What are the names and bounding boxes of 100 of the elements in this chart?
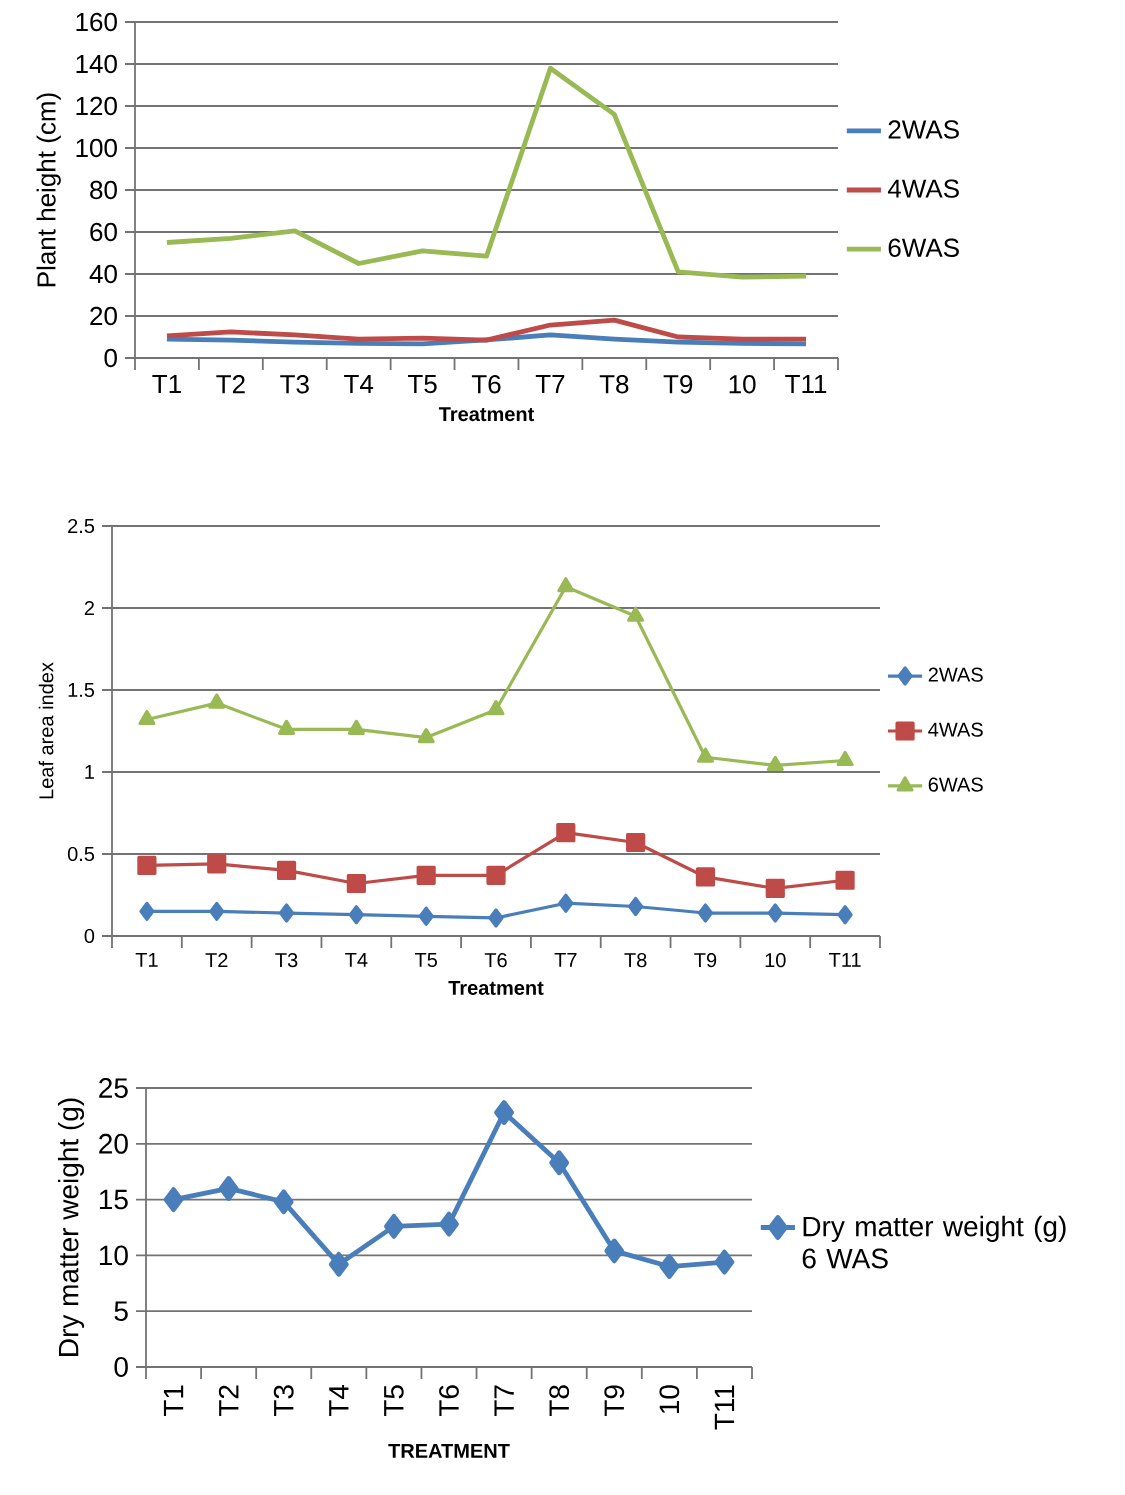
legend-label: 4WAS [928, 722, 983, 737]
x-tick-label: T4 [345, 953, 368, 967]
x-tick-label: 10 [659, 1385, 680, 1414]
point [418, 906, 434, 926]
y-axis-title: Leaf area index [38, 662, 54, 799]
point [627, 606, 645, 622]
point [697, 903, 714, 923]
x-tick-label: T11 [829, 953, 861, 967]
point [494, 1100, 514, 1125]
y-tick-label: 0 [104, 348, 117, 368]
legend-label: Dry matter weight (g) 6 WAS [802, 1215, 1066, 1269]
x-tick-label: T8 [599, 375, 629, 394]
point [347, 719, 365, 735]
y-tick-label: 120 [76, 96, 117, 116]
point [209, 901, 225, 921]
y-tick-label: 2.5 [68, 518, 95, 534]
point [837, 905, 853, 925]
point [278, 719, 296, 735]
y-tick-label: 10 [99, 1245, 128, 1266]
legend-label: 6WAS [928, 777, 983, 792]
x-tick-label: T9 [604, 1385, 625, 1417]
y-tick-label: 2 [84, 601, 94, 615]
point [417, 727, 435, 744]
point [439, 1211, 459, 1237]
x-axis-title: TREATMENT [388, 1443, 510, 1458]
point [696, 747, 714, 763]
point [208, 693, 226, 709]
x-tick-label: T6 [439, 1385, 459, 1417]
point [835, 870, 855, 890]
point [138, 709, 156, 726]
x-tick-label: T1 [135, 953, 158, 967]
x-axis-title: Treatment [448, 980, 544, 995]
x-tick-label: T1 [163, 1385, 184, 1417]
x-tick-label: T11 [785, 375, 827, 393]
point [836, 750, 854, 767]
x-tick-label: T3 [275, 953, 298, 968]
x-tick-label: T6 [471, 375, 501, 394]
x-tick-label: T7 [554, 953, 577, 967]
point [604, 1238, 625, 1264]
x-tick-label: 10 [765, 953, 786, 968]
y-tick-label: 0 [84, 928, 95, 944]
y-tick-label: 0.5 [67, 846, 95, 862]
x-tick-label: T2 [218, 1385, 239, 1417]
line-series [164, 317, 809, 343]
y-tick-label: 20 [99, 1133, 128, 1154]
point [218, 1176, 239, 1201]
legend-label: 2WAS [928, 667, 983, 682]
point [487, 700, 505, 716]
point [628, 896, 644, 917]
point [137, 855, 157, 876]
x-tick-label: T8 [549, 1385, 570, 1417]
point [278, 903, 295, 923]
x-tick-label: T7 [535, 375, 565, 393]
point [558, 893, 574, 913]
point [488, 908, 504, 928]
point [207, 854, 227, 874]
x-tick-label: 10 [729, 375, 756, 394]
point [695, 867, 716, 887]
y-tick-label: 1 [85, 765, 94, 779]
x-tick-label: T2 [205, 953, 228, 968]
x-tick-label: T3 [273, 1385, 294, 1417]
x-tick-label: T3 [280, 375, 309, 394]
x-axis-title: Treatment [438, 407, 535, 422]
x-tick-label: T4 [329, 1384, 349, 1417]
point [276, 860, 297, 880]
x-tick-label: T5 [384, 1385, 404, 1417]
point [549, 1150, 570, 1176]
point [139, 901, 155, 921]
y-tick-label: 160 [76, 12, 117, 32]
point [273, 1189, 294, 1215]
point [767, 903, 783, 923]
x-tick-label: T7 [494, 1385, 514, 1417]
point [486, 865, 506, 885]
point [626, 832, 646, 853]
x-tick-label: T9 [663, 375, 693, 394]
point [346, 873, 366, 894]
y-tick-label: 1.5 [68, 683, 95, 697]
line-series [164, 332, 809, 347]
x-tick-label: T6 [484, 953, 507, 968]
x-tick-label: T9 [694, 953, 717, 968]
y-tick-label: 40 [89, 264, 117, 284]
point [163, 1187, 184, 1212]
line-series [164, 65, 809, 280]
y-tick-label: 25 [99, 1078, 128, 1098]
point [328, 1251, 349, 1277]
legend-label: 2WAS [888, 120, 959, 139]
y-tick-label: 5 [114, 1301, 128, 1321]
point [557, 577, 575, 593]
y-tick-label: 15 [99, 1189, 128, 1210]
x-tick-label: T11 [714, 1385, 735, 1430]
point [714, 1249, 735, 1275]
y-tick-label: 140 [76, 54, 117, 74]
point [384, 1213, 404, 1239]
y-axis-title: Plant height (cm) [36, 93, 61, 287]
x-tick-label: T8 [624, 953, 647, 968]
legend-label: 4WAS [887, 179, 959, 198]
y-tick-label: 0 [114, 1357, 128, 1377]
x-tick-label: T5 [408, 375, 437, 394]
y-tick-label: 80 [90, 180, 117, 200]
point [416, 865, 436, 885]
